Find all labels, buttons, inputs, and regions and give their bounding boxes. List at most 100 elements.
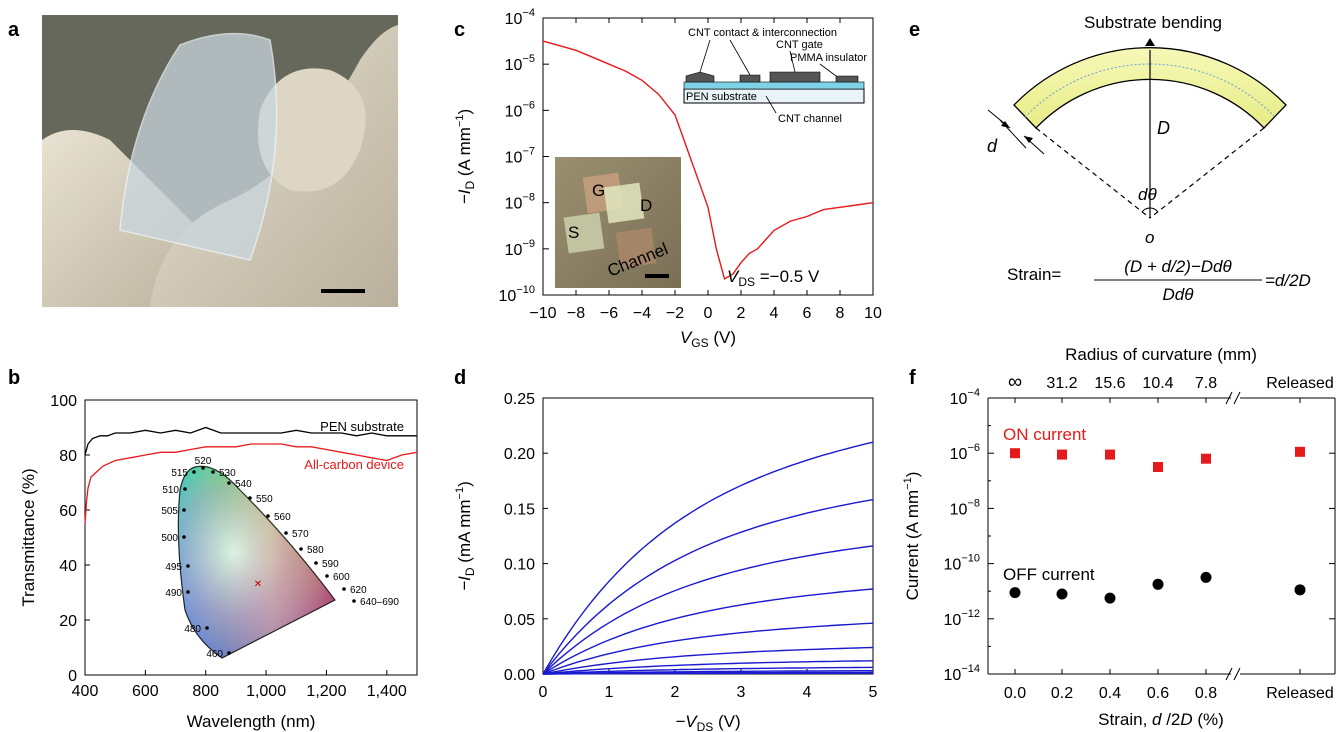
x-axis-title: −VDS (V): [675, 712, 740, 732]
panel-letters: a b c d e f: [8, 19, 920, 389]
legend-pen-substrate: PEN substrate: [320, 419, 404, 434]
off-current-point: [1009, 587, 1021, 599]
label-o: o: [1145, 228, 1154, 247]
top-tick-label: 10.4: [1142, 375, 1173, 392]
y-tick-label: 0.05: [504, 612, 535, 629]
x-tick-label: −6: [600, 305, 618, 322]
cie-label: 640–690: [360, 597, 399, 608]
cie-label: 500: [161, 533, 178, 544]
y-tick-label: 0.20: [504, 446, 535, 463]
y-tick-label: 10−4: [505, 7, 535, 28]
x-tick-label: 10: [864, 305, 882, 322]
on-current-point: [1201, 453, 1211, 464]
y-tick-label: 10−8: [950, 497, 980, 518]
y-tick-label: 80: [59, 448, 77, 465]
schematic-label-channel: CNT channel: [778, 113, 842, 125]
schematic-label-pen: PEN substrate: [686, 91, 757, 103]
panel-letter-e: e: [909, 19, 920, 41]
cie-label: 550: [256, 494, 273, 505]
cie-point: [342, 587, 346, 591]
cie-point: [284, 531, 288, 535]
cie-label: 620: [350, 585, 367, 596]
panel-d-chart: 0 1 2 3 4 5 0.00 0.05 0.10 0.15 0.20 0.25 −VDS (V) −I…: [454, 391, 878, 732]
on-current-point: [1295, 446, 1305, 457]
x-tick-label: 1,000: [246, 683, 286, 700]
panel-letter-c: c: [454, 19, 465, 41]
formula-numerator: (D + d/2)−Ddθ: [1124, 257, 1232, 276]
x-tick-label: 400: [72, 683, 99, 700]
panel-f-chart: Radius of curvature (mm) 0.0 ∞ 0.2 31.2 0.4 1…: [902, 345, 1336, 729]
x-axis-title: VGS (V): [680, 328, 736, 350]
top-tick-label: 15.6: [1094, 375, 1125, 392]
y-tick-label: 60: [59, 503, 77, 520]
panel-c-chart: −10 −8 −6 −4 −2 0 2 4 6 8 10 10−10 10−9 10−8 10−7 10−6 1…: [454, 7, 882, 350]
panel-letter-f: f: [909, 367, 916, 389]
x-tick-label: 4: [770, 305, 779, 322]
cie-label: 590: [322, 559, 339, 570]
cie-point: [266, 514, 270, 518]
x-tick-label: −10: [529, 305, 556, 322]
x-tick-label: 0: [704, 305, 713, 322]
cie-label: 490: [165, 588, 182, 599]
x-tick-label: −2: [666, 305, 684, 322]
x-tick-label: −8: [567, 305, 585, 322]
x-tick-label: 0.6: [1147, 685, 1169, 702]
cie-point: [186, 564, 190, 568]
cie-point: [299, 547, 303, 551]
y-axis-title: Transmittance (%): [19, 468, 38, 606]
y-axis-title: −ID (mA mm−1): [454, 481, 477, 591]
photo-label-d: D: [640, 196, 652, 215]
panel-letter-b: b: [8, 367, 20, 389]
y-tick-label: 40: [59, 558, 77, 575]
y-tick-label: 10−5: [505, 53, 535, 74]
vds-annotation: VDS =−0.5 V: [727, 267, 820, 289]
y-tick-label: 10−14: [944, 663, 980, 684]
series-line-0: [84, 426, 417, 456]
y-tick-label: 0: [68, 668, 77, 685]
cie-label: 510: [162, 485, 179, 496]
y-tick-label: 10−4: [950, 387, 980, 408]
y-tick-label: 10−7: [505, 146, 535, 167]
top-tick-label: ∞: [1008, 371, 1022, 393]
output-curve: [542, 498, 874, 675]
schematic-label-gate: CNT gate: [776, 39, 823, 51]
transfer-curve: [542, 40, 874, 280]
cie-label: 580: [307, 545, 324, 556]
white-point-marker: ✕: [254, 579, 262, 590]
off-current-point: [1104, 592, 1116, 604]
output-curve: [542, 588, 874, 675]
x-tick-label: 0.0: [1004, 685, 1026, 702]
formula-denominator: Ddθ: [1163, 285, 1195, 304]
cie-label: 515: [171, 468, 188, 479]
schematic-label-pmma: PMMA insulator: [790, 52, 867, 64]
axis-break-marks: [1225, 391, 1241, 681]
panel-b-chart: 400 600 800 1,000 1,200 1,400 0 20 40 60 80 100 Wave…: [19, 393, 418, 731]
y-tick-label: 10−12: [944, 608, 980, 629]
x-tick-label: −4: [633, 305, 651, 322]
y-tick-label: 10−8: [505, 192, 535, 213]
cie-label: 480: [184, 624, 201, 635]
y-tick-label: 10−6: [950, 442, 980, 463]
x-tick-label: 800: [192, 683, 219, 700]
cie-point: [352, 599, 356, 603]
x-tick-label: 3: [737, 684, 746, 701]
y-tick-label: 0.10: [504, 557, 535, 574]
x-tick-label: 2: [671, 684, 680, 701]
y-axis-title: −ID (A mm−1): [454, 109, 477, 204]
x-tick-label: 0.8: [1195, 685, 1217, 702]
on-current-point: [1105, 449, 1115, 460]
y-tick-label: 10−9: [505, 238, 535, 259]
x-axis-title: Strain, d /2D (%): [1098, 710, 1224, 729]
cie-point: [186, 590, 190, 594]
x-tick-label: 2: [737, 305, 746, 322]
cie-point: [182, 508, 186, 512]
cie-point: [211, 470, 215, 474]
cie-point: [182, 535, 186, 539]
x-tick-label: 600: [132, 683, 159, 700]
panel-a-photo: [42, 15, 398, 307]
y-tick-label: 0.25: [504, 391, 535, 408]
cie-point: [227, 651, 231, 655]
cie-label: 600: [333, 572, 350, 583]
y-tick-label: 10−10: [499, 284, 535, 305]
